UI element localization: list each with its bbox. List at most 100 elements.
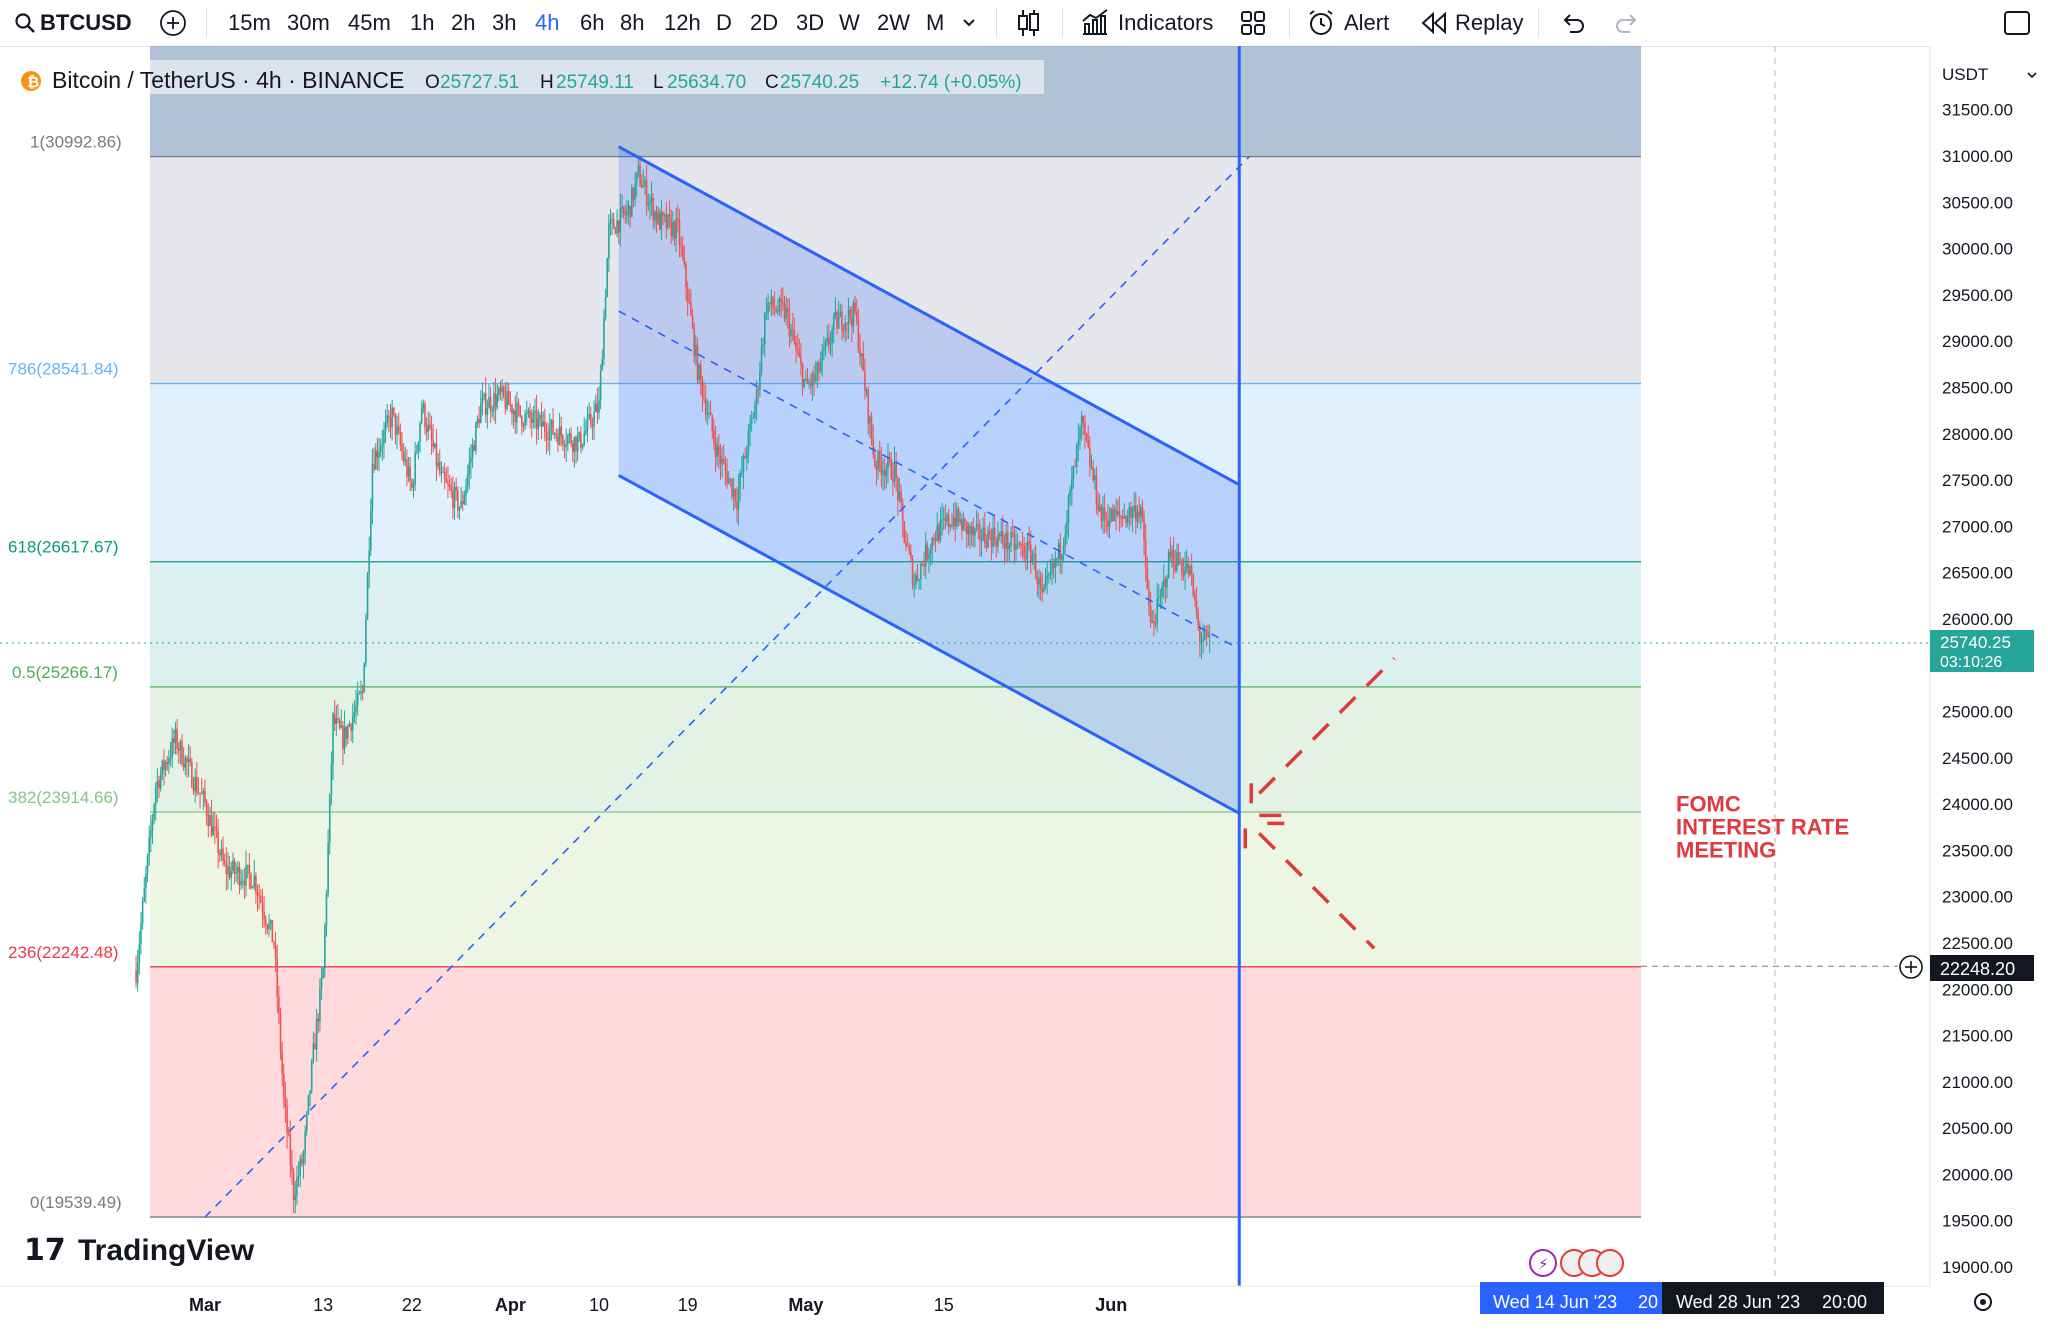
candle	[614, 228, 617, 234]
candle	[611, 218, 613, 220]
candle	[585, 430, 587, 434]
candle	[297, 1175, 300, 1178]
candle	[453, 487, 456, 508]
candle	[974, 528, 976, 536]
timeframe-2d[interactable]: 2D	[750, 10, 779, 35]
forecast-cross-line[interactable]	[1258, 832, 1376, 950]
timeframe-2w[interactable]: 2W	[877, 10, 910, 35]
event-icons[interactable]: ⚡	[1529, 1249, 1624, 1277]
candle	[542, 421, 544, 427]
candle	[355, 705, 357, 713]
candle	[404, 459, 407, 462]
undo-button[interactable]	[1560, 0, 1586, 46]
replay-button[interactable]: Replay	[1421, 0, 1523, 46]
timeframe-w[interactable]: W	[839, 10, 860, 35]
candle	[616, 220, 618, 234]
timeframe-3h[interactable]: 3h	[492, 10, 517, 35]
candle	[470, 457, 472, 463]
candle	[727, 478, 730, 484]
timeframe-6h[interactable]: 6h	[580, 10, 605, 35]
chart-area[interactable]: FOMC INTEREST RATE MEETING 1(30992.86) 786(…	[0, 46, 2048, 1327]
timeframe-dropdown[interactable]	[961, 0, 977, 46]
forecast-cross-line[interactable]	[1258, 657, 1396, 795]
candle	[460, 501, 462, 508]
fullscreen-button[interactable]	[2003, 0, 2031, 46]
candle	[934, 540, 937, 542]
candle	[583, 433, 586, 445]
gear-icon[interactable]	[1974, 1293, 1992, 1311]
candle	[760, 346, 763, 372]
alert-button[interactable]: Alert	[1306, 0, 1389, 46]
candle	[1036, 578, 1039, 585]
timeframe-2h[interactable]: 2h	[451, 10, 476, 35]
candle	[898, 491, 901, 500]
price-tick-label: 21500.00	[1942, 1027, 2013, 1046]
candle	[401, 444, 403, 452]
candle	[1064, 534, 1067, 547]
timeframe-m[interactable]: M	[926, 10, 945, 35]
timeframe-30m[interactable]: 30m	[287, 10, 330, 35]
currency-label[interactable]: USDT	[1942, 65, 1988, 84]
candle	[291, 1165, 293, 1172]
channel-mid-line[interactable]	[618, 310, 1240, 650]
candle	[389, 417, 392, 428]
candle	[521, 416, 523, 426]
chart-type-button[interactable]	[1015, 0, 1041, 46]
symbol-search[interactable]: BTCUSD	[14, 0, 132, 46]
timeframe-15m[interactable]: 15m	[228, 10, 271, 35]
legend-title: Bitcoin / TetherUS · 4h · BINANCE	[52, 67, 404, 93]
timeframe-4h[interactable]: 4h	[535, 10, 560, 35]
candle	[589, 413, 592, 425]
candle	[480, 402, 482, 424]
candle	[1195, 600, 1198, 613]
candle	[1077, 439, 1080, 446]
channel-lower-line[interactable]	[617, 474, 1240, 815]
candle	[709, 412, 712, 416]
candle	[722, 458, 725, 463]
candle	[706, 413, 709, 415]
timeframe-3d[interactable]: 3D	[796, 10, 825, 35]
candle	[803, 379, 806, 387]
candle	[1113, 509, 1116, 522]
timeframe-45m[interactable]: 45m	[348, 10, 391, 35]
legend-low-label: L	[653, 72, 664, 93]
timeframe-d[interactable]: D	[716, 10, 732, 35]
candle	[793, 330, 796, 343]
channel-upper-line[interactable]	[617, 145, 1240, 486]
layout-button[interactable]	[1240, 0, 1266, 46]
candle	[952, 517, 955, 527]
candle	[857, 318, 860, 350]
candle	[847, 309, 850, 324]
chevron-down-icon	[963, 19, 975, 27]
indicators-button[interactable]: Indicators	[1080, 0, 1213, 46]
symbol-label: BTCUSD	[40, 10, 132, 35]
add-symbol-button[interactable]	[158, 0, 188, 46]
candle	[726, 470, 728, 484]
settings-gear[interactable]	[1974, 1293, 1992, 1311]
timeframe-12h[interactable]: 12h	[664, 10, 701, 35]
candle	[701, 379, 704, 398]
candle	[560, 426, 563, 436]
candle	[499, 388, 502, 392]
lightning-icon[interactable]	[1529, 1249, 1557, 1277]
fomc-annotation-text: INTEREST RATE	[1676, 814, 1849, 839]
candle	[251, 887, 254, 889]
fib-zone	[150, 156, 1641, 384]
candle	[276, 958, 279, 997]
candle	[494, 393, 497, 408]
candle	[1061, 554, 1063, 560]
us-flag-icon[interactable]	[1596, 1249, 1624, 1277]
timeframe-8h[interactable]: 8h	[620, 10, 645, 35]
candle	[274, 945, 277, 959]
candle	[478, 418, 480, 424]
redo-button[interactable]	[1614, 0, 1640, 46]
timeframe-1h[interactable]: 1h	[410, 10, 435, 35]
price-scale[interactable]: 31500.00 31000.00 30500.00 30000.00 29500.00…	[1942, 101, 2013, 1277]
candle	[286, 1106, 288, 1133]
candle	[1080, 415, 1083, 428]
candle	[502, 386, 505, 396]
candle	[1048, 574, 1050, 576]
candle	[1141, 507, 1144, 519]
